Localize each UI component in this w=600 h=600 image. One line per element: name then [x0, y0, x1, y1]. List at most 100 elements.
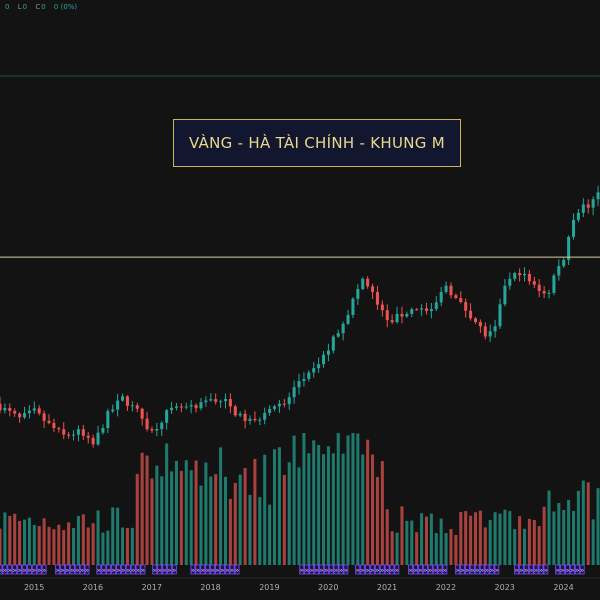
event-marker-box [523, 564, 529, 575]
event-marker-glyph: » [225, 567, 229, 575]
event-marker-glyph: » [555, 567, 559, 575]
event-marker-box [106, 564, 112, 575]
event-marker-glyph: » [380, 567, 384, 575]
event-marker: » [60, 564, 65, 575]
event-marker-box [215, 564, 220, 575]
event-marker-box [374, 564, 380, 575]
event-marker: » [474, 564, 480, 575]
event-marker: » [479, 564, 485, 575]
event-marker-glyph: » [580, 567, 584, 575]
event-marker-box [65, 564, 70, 575]
event-marker-glyph: » [102, 567, 106, 575]
event-marker-box [140, 564, 146, 575]
volume-bar [150, 478, 154, 565]
event-marker-box [205, 564, 211, 575]
volume-bar [199, 485, 203, 565]
candle [410, 307, 414, 318]
event-marker-box [422, 564, 428, 575]
x-tick-label: 2024 [553, 583, 573, 592]
candle [62, 422, 66, 440]
event-marker-glyph: » [329, 567, 333, 575]
candle [390, 314, 394, 325]
candle-body [518, 273, 522, 276]
candle [263, 407, 267, 425]
volume-bar [473, 512, 478, 565]
volume-bar [27, 517, 31, 565]
candle [86, 432, 90, 444]
volume-bar [238, 474, 242, 565]
candle [572, 213, 576, 240]
event-marker: » [79, 564, 85, 575]
event-marker-glyph: » [75, 567, 79, 575]
event-marker-glyph: » [443, 567, 447, 575]
candle-body [101, 428, 105, 433]
event-marker: » [166, 564, 172, 575]
candle [8, 403, 12, 417]
candle-body [42, 413, 46, 421]
event-marker: » [437, 564, 443, 575]
event-marker-box [469, 564, 475, 575]
candle-body [76, 429, 80, 435]
event-marker: » [309, 564, 314, 575]
candle [576, 208, 580, 223]
event-marker-box [74, 564, 80, 575]
candle-body [351, 298, 355, 315]
event-marker: » [111, 564, 116, 575]
candle [238, 411, 242, 418]
candle-body [400, 313, 404, 317]
volume-bar [67, 522, 71, 565]
candle [429, 303, 433, 319]
volume-bar [194, 460, 198, 565]
candle [72, 430, 76, 441]
candle [562, 258, 566, 269]
event-marker-box [22, 564, 27, 575]
candle [400, 306, 404, 324]
volume-bar [160, 476, 164, 565]
candle [277, 399, 281, 413]
candle [518, 268, 522, 282]
event-marker-box [36, 564, 42, 575]
volume-bar [405, 520, 409, 565]
candle-body [547, 292, 551, 294]
volume-bar [537, 526, 541, 565]
chart-title-annotation[interactable]: VÀNG - HÀ TÀI CHÍNH - KHUNG M [173, 119, 461, 167]
volume-bar [57, 524, 61, 565]
event-marker: » [384, 564, 390, 575]
candle [312, 361, 316, 378]
event-marker: » [162, 564, 167, 575]
candle [189, 399, 193, 414]
volume-bar [331, 453, 335, 565]
event-marker-glyph: » [433, 567, 437, 575]
volume-bar [439, 518, 443, 565]
volume-bar [140, 452, 144, 565]
candle [47, 414, 51, 425]
event-marker-box [224, 564, 230, 575]
event-marker: » [229, 564, 235, 575]
candle-body [532, 281, 536, 285]
event-marker-glyph: » [116, 567, 120, 575]
volume-bar [429, 513, 433, 565]
candle-body [567, 236, 571, 260]
candle-body [228, 398, 232, 407]
candle-body [272, 406, 277, 409]
volume-bar [400, 506, 404, 565]
event-marker-box [565, 564, 570, 575]
candle [27, 405, 31, 419]
candle-body [371, 286, 375, 293]
event-marker: » [219, 564, 225, 575]
event-marker-glyph: » [324, 567, 328, 575]
candle [341, 321, 345, 341]
candle-body [223, 398, 228, 402]
volume-bar [32, 524, 36, 565]
candle [478, 319, 482, 333]
event-marker-glyph: » [80, 567, 84, 575]
event-marker: » [460, 564, 465, 575]
event-marker-box [365, 564, 370, 575]
volume-bar [302, 433, 306, 565]
event-marker-box [101, 564, 107, 575]
event-marker-box [384, 564, 390, 575]
volume-bar [522, 528, 527, 565]
event-marker-box [518, 564, 524, 575]
event-marker-box [0, 564, 3, 575]
